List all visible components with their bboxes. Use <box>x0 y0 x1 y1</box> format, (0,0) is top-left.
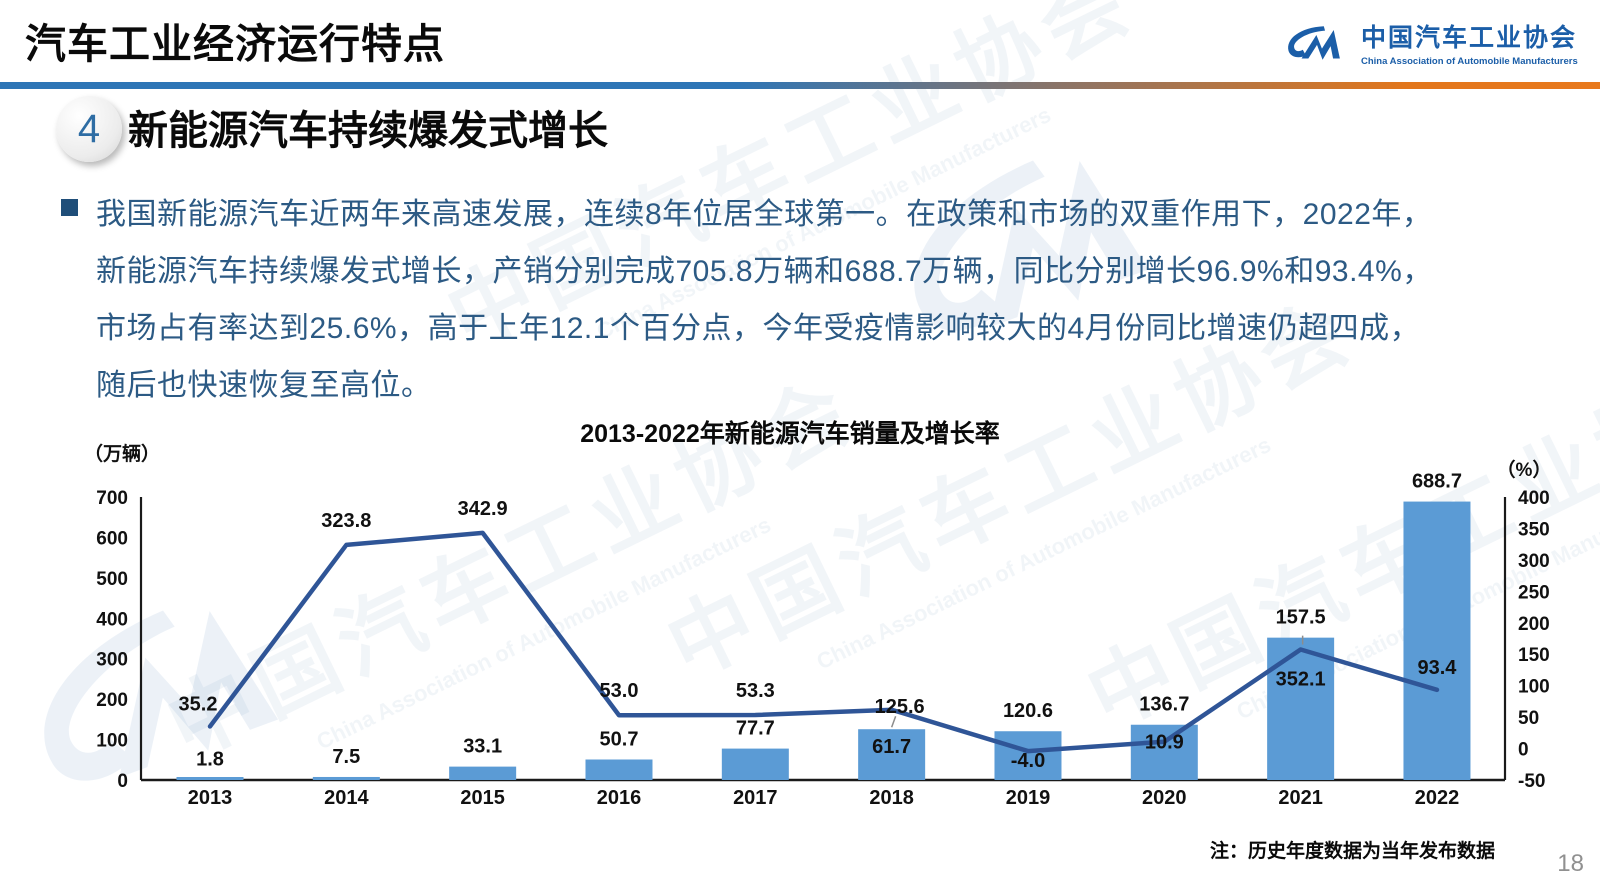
body-line: 我国新能源汽车近两年来高速发展，连续8年位居全球第一。在政策和市场的双重作用下，… <box>96 197 1433 231</box>
bar-label: 1.8 <box>196 748 224 770</box>
bar-label: 352.1 <box>1276 669 1326 691</box>
bar-2020 <box>1130 724 1198 780</box>
body-line: 市场占有率达到25.6%，高于上年12.1个百分点，今年受疫情影响较大的4月份同… <box>96 311 1421 345</box>
bar-label: 688.7 <box>1412 471 1462 493</box>
caam-logo: 中国汽车工业协会 China Association of Automobile… <box>1283 18 1578 67</box>
bar-label: 136.7 <box>1139 694 1189 716</box>
left-axis-tick: 300 <box>96 650 128 671</box>
chart-title: 2013-2022年新能源汽车销量及增长率 <box>580 420 1000 448</box>
year-label: 2013 <box>188 787 233 809</box>
left-axis-tick: 200 <box>96 690 128 711</box>
right-axis-tick: 400 <box>1518 488 1550 509</box>
header-divider <box>0 82 1600 89</box>
bar-2021 <box>1267 637 1335 780</box>
right-axis-tick: 50 <box>1518 708 1539 729</box>
bar-2017 <box>721 748 789 780</box>
body-paragraph: 我国新能源汽车近两年来高速发展，连续8年位居全球第一。在政策和市场的双重作用下，… <box>96 182 1576 410</box>
growth-line <box>207 530 1440 754</box>
year-label: 2014 <box>324 787 369 809</box>
bullet-square-icon <box>61 199 78 216</box>
year-label: 2016 <box>597 787 642 809</box>
right-axis-tick: 350 <box>1518 519 1550 540</box>
section-number-badge: 4 <box>56 96 122 162</box>
line-label: 10.9 <box>1145 732 1184 754</box>
logo-org-name-en: China Association of Automobile Manufact… <box>1361 56 1578 67</box>
bar-2014 <box>312 776 380 780</box>
line-label: 35.2 <box>179 693 218 715</box>
line-label: 342.9 <box>458 498 508 520</box>
year-label: 2021 <box>1278 787 1323 809</box>
section-number: 4 <box>77 106 101 151</box>
line-label: 157.5 <box>1276 607 1326 629</box>
bar-label: 77.7 <box>736 718 775 740</box>
year-label: 2020 <box>1142 787 1187 809</box>
bar-2018 <box>858 729 926 780</box>
line-label: 61.7 <box>872 736 911 758</box>
bar-2016 <box>585 759 653 780</box>
right-axis-tick: 200 <box>1518 614 1550 635</box>
line-label: 93.4 <box>1418 657 1458 679</box>
year-label: 2019 <box>1006 787 1051 809</box>
right-axis-tick: 250 <box>1518 582 1550 603</box>
section-heading: 新能源汽车持续爆发式增长 <box>128 109 608 153</box>
bar-2022 <box>1403 501 1471 780</box>
right-axis-tick: 0 <box>1518 740 1529 761</box>
bar-2015 <box>449 766 517 780</box>
bar-label: 7.5 <box>332 746 360 768</box>
year-label: 2018 <box>869 787 914 809</box>
bar-label: 50.7 <box>600 729 639 751</box>
right-axis-unit-label: （%） <box>1497 458 1552 481</box>
left-axis-unit-label: （万辆） <box>84 442 160 465</box>
bar-2013 <box>176 777 244 780</box>
right-axis-tick: 150 <box>1518 645 1550 666</box>
right-axis-tick: 100 <box>1518 677 1550 698</box>
year-label: 2015 <box>460 787 505 809</box>
footnote: 注：历史年度数据为当年发布数据 <box>1209 841 1495 862</box>
line-label: 53.3 <box>736 680 775 702</box>
page-title: 汽车工业经济运行特点 <box>25 21 445 67</box>
sales-growth-chart: （万辆）（%）700600500400300200100040035030025… <box>84 442 1552 809</box>
left-axis-tick: 0 <box>117 771 128 792</box>
left-axis-tick: 700 <box>96 488 128 509</box>
year-label: 2017 <box>733 787 778 809</box>
left-axis-tick: 100 <box>96 731 128 752</box>
body-line: 新能源汽车持续爆发式增长，产销分别完成705.8万辆和688.7万辆，同比分别增… <box>96 254 1433 288</box>
caam-logo-icon <box>1288 25 1340 60</box>
left-axis-tick: 400 <box>96 609 128 630</box>
line-label: -4.0 <box>1011 750 1045 772</box>
year-label: 2022 <box>1415 787 1460 809</box>
bar-label: 33.1 <box>463 736 502 758</box>
right-axis-tick: 300 <box>1518 551 1550 572</box>
left-axis-tick: 600 <box>96 528 128 549</box>
right-axis-tick: -50 <box>1518 771 1545 792</box>
logo-org-name-cn: 中国汽车工业协会 <box>1361 24 1578 52</box>
bar-2019 <box>994 731 1062 780</box>
bar-label: 120.6 <box>1003 700 1053 722</box>
line-label: 53.0 <box>600 680 639 702</box>
body-line: 随后也快速恢复至高位。 <box>96 368 432 402</box>
label-leader-line <box>890 715 897 728</box>
line-label: 323.8 <box>321 510 371 532</box>
page-number: 18 <box>1557 850 1584 877</box>
bar-label: 125.6 <box>875 696 925 718</box>
left-axis-tick: 500 <box>96 569 128 590</box>
